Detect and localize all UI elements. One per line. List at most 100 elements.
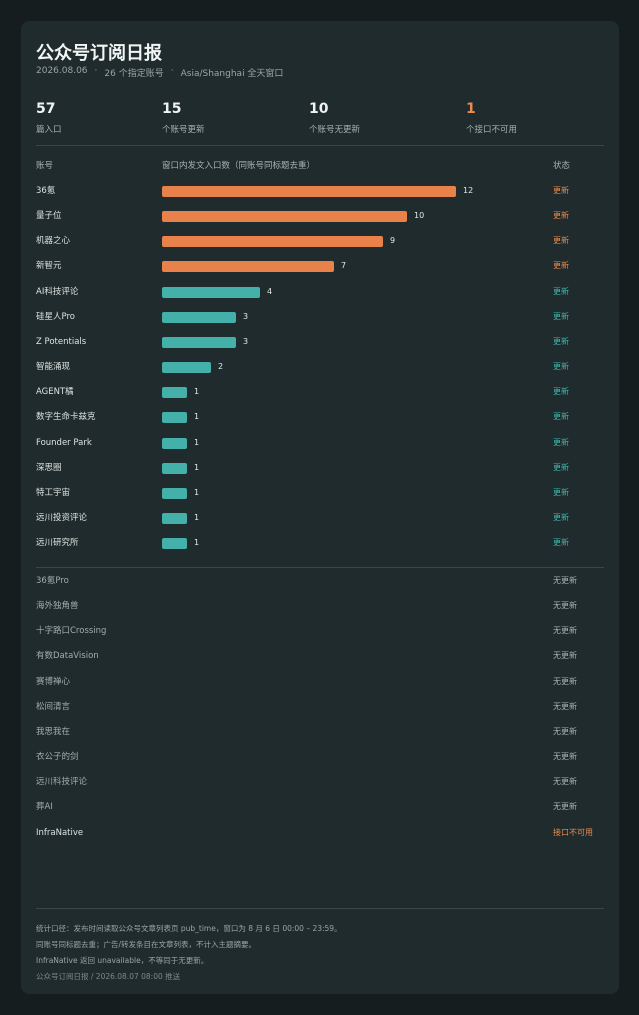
table-row: 量子位 10 更新: [36, 209, 604, 223]
divider: [36, 567, 604, 568]
status-badge: 更新: [553, 336, 569, 346]
list-item: 松间清言 无更新: [36, 700, 604, 714]
status-badge: 更新: [553, 437, 569, 447]
list-item: 葬AI 无更新: [36, 800, 604, 814]
account-name: 远川投资评论: [36, 512, 88, 523]
account-name: 松间清言: [36, 701, 71, 712]
list-item: 有数DataVision 无更新: [36, 649, 604, 663]
account-name: 赛博禅心: [36, 676, 71, 687]
list-item: 我思我在 无更新: [36, 725, 604, 739]
status-badge: 无更新: [553, 726, 577, 736]
summary-stats: 57 篇入口 15 个账号更新 10 个账号无更新 1 个接口不可用: [36, 101, 606, 141]
stat-value: 1: [466, 101, 476, 117]
status-badge: 更新: [553, 211, 569, 221]
status-badge: 更新: [553, 538, 569, 548]
bar-value-label: 3: [243, 336, 249, 346]
account-name: 深思圈: [36, 462, 62, 473]
account-name: 特工宇宙: [36, 487, 71, 498]
status-badge: 更新: [553, 487, 569, 497]
bar: [162, 538, 187, 550]
table-row: 机器之心 9 更新: [36, 234, 604, 248]
divider: [36, 145, 604, 146]
status-badge: 无更新: [553, 752, 577, 762]
bar-value-label: 3: [243, 311, 249, 321]
status-badge: 无更新: [553, 576, 577, 585]
table-row: 智能涌现 2 更新: [36, 360, 604, 374]
column-header-status: 状态: [553, 161, 571, 171]
status-badge: 更新: [553, 236, 569, 246]
bar-value-label: 1: [194, 412, 200, 422]
account-name: 远川研究所: [36, 538, 79, 549]
bar: [162, 336, 236, 348]
account-name: 智能涌现: [36, 362, 71, 373]
list-item: 赛博禅心 无更新: [36, 675, 604, 689]
stat-unavailable: 1 个接口不可用: [466, 101, 517, 135]
bar: [162, 186, 456, 197]
footer-note: 统计口径：发布时间读取公众号文章列表页 pub_time，窗口为 8 月 6 日…: [36, 924, 342, 933]
table-row: Z Potentials 3 更新: [36, 335, 604, 349]
account-name: 新智元: [36, 261, 62, 272]
stat-articles: 57 篇入口: [36, 101, 62, 135]
account-name: 葬AI: [36, 802, 53, 813]
footer-notes: 统计口径：发布时间读取公众号文章列表页 pub_time，窗口为 8 月 6 日…: [36, 921, 342, 985]
account-name: 十字路口Crossing: [36, 626, 107, 637]
table-row: 硅星人Pro 3 更新: [36, 310, 604, 324]
report-subtitle: 2026.08.06 · 26 个指定账号 · Asia/Shanghai 全天…: [36, 66, 283, 79]
status-badge: 更新: [553, 286, 569, 296]
account-name: 海外独角兽: [36, 601, 79, 612]
account-name: 我思我在: [36, 726, 71, 737]
stat-updated: 15 个账号更新: [162, 101, 205, 135]
bar: [162, 462, 187, 474]
status-badge: 无更新: [553, 676, 577, 686]
report-title: 公众号订阅日报: [36, 43, 162, 64]
status-badge: 无更新: [553, 601, 577, 611]
bar-value-label: 1: [194, 462, 200, 472]
bar: [162, 512, 187, 524]
status-badge: 更新: [553, 387, 569, 397]
stat-label: 个接口不可用: [466, 125, 518, 135]
stat-value: 57: [36, 101, 56, 117]
table-row: Founder Park 1 更新: [36, 436, 604, 450]
list-item: 十字路口Crossing 无更新: [36, 624, 604, 638]
stat-label: 个账号无更新: [309, 125, 361, 135]
stat-label: 个账号更新: [162, 125, 205, 135]
account-name: 36氪: [36, 186, 56, 196]
separator-dot: ·: [94, 66, 98, 76]
status-badge: 更新: [553, 261, 569, 271]
divider: [36, 908, 604, 909]
status-badge: 无更新: [553, 777, 577, 787]
table-row: 深思圈 1 更新: [36, 461, 604, 475]
table-row: AI科技评论 4 更新: [36, 285, 604, 299]
bar-value-label: 1: [194, 538, 200, 548]
bar: [162, 412, 187, 424]
bar-value-label: 12: [463, 186, 474, 195]
report-card: 公众号订阅日报 2026.08.06 · 26 个指定账号 · Asia/Sha…: [21, 21, 619, 994]
status-badge: 更新: [553, 362, 569, 372]
status-badge: 更新: [553, 186, 569, 195]
account-name: InfraNative: [36, 827, 84, 838]
status-badge: 无更新: [553, 701, 577, 711]
status-badge: 更新: [553, 512, 569, 522]
bar: [162, 487, 187, 499]
column-header-account: 账号: [36, 161, 54, 171]
status-badge: 更新: [553, 412, 569, 422]
separator-dot: ·: [170, 66, 174, 76]
bar-value-label: 1: [194, 387, 200, 397]
list-item: 海外独角兽 无更新: [36, 599, 604, 613]
bar: [162, 387, 187, 399]
footer-note: InfraNative 返回 unavailable，不等同于无更新。: [36, 956, 209, 965]
account-name: AGENT橘: [36, 387, 74, 398]
bar-value-label: 9: [390, 236, 396, 246]
report-date: 2026.08.06: [36, 66, 88, 76]
account-name: 机器之心: [36, 236, 71, 247]
status-badge: 接口不可用: [553, 827, 593, 837]
table-row: 新智元 7 更新: [36, 259, 604, 273]
table-row: 数字生命卡兹克 1 更新: [36, 410, 604, 424]
table-row: 特工宇宙 1 更新: [36, 486, 604, 500]
account-name: AI科技评论: [36, 286, 79, 297]
account-name: 硅星人Pro: [36, 311, 75, 322]
stat-label: 篇入口: [36, 125, 62, 135]
status-badge: 更新: [553, 462, 569, 472]
account-name: 数字生命卡兹克: [36, 412, 96, 423]
status-badge: 更新: [553, 311, 569, 321]
